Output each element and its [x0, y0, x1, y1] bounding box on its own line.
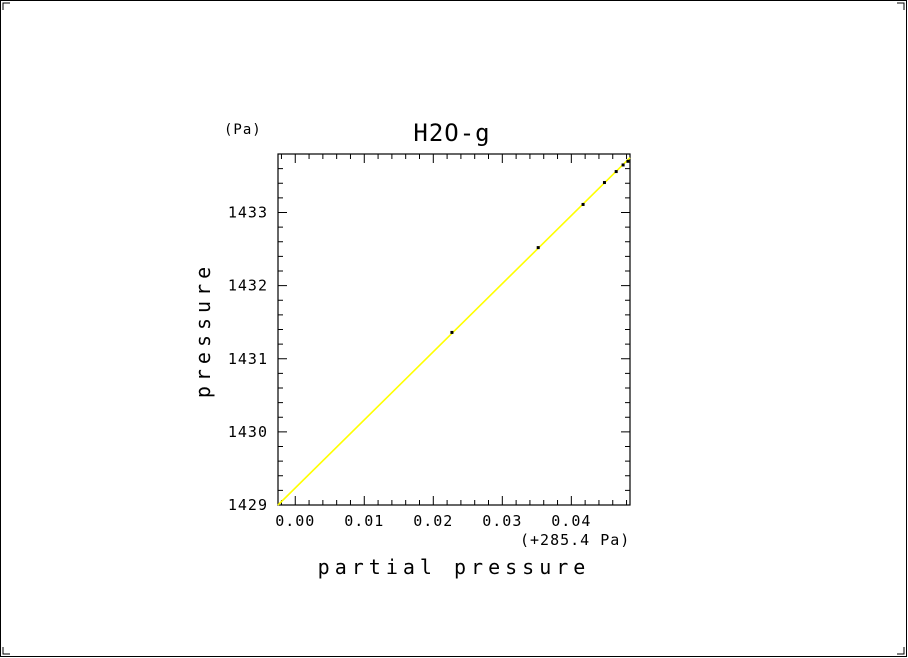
y-axis-label: pressure: [191, 262, 215, 398]
x-tick-label: 0.00: [275, 512, 315, 530]
data-point: [602, 181, 606, 185]
data-points: [450, 159, 630, 334]
data-point: [621, 163, 625, 167]
y-tick-label: 1429: [228, 496, 268, 514]
y-tick-labels: 1429 1430 1431 1432 1433: [228, 204, 268, 515]
x-axis-label: partial pressure: [318, 555, 591, 579]
data-point: [581, 202, 585, 206]
x-tick-labels: 0.00 0.01 0.02 0.03 0.04: [275, 512, 591, 530]
y-tick-label: 1431: [228, 350, 268, 368]
y-tick-label: 1432: [228, 277, 268, 295]
data-point: [614, 170, 618, 174]
x-tick-label: 0.03: [482, 512, 522, 530]
x-offset-label: (+285.4 Pa): [520, 531, 630, 549]
x-tick-label: 0.01: [344, 512, 384, 530]
y-unit-label: (Pa): [224, 122, 262, 138]
chart-title: H2O-g: [413, 119, 490, 147]
y-tick-label: 1433: [228, 204, 268, 222]
corner-mark-bottom-right: [897, 647, 905, 655]
axis-ticks: [278, 153, 630, 506]
data-point: [450, 330, 454, 334]
x-tick-label: 0.02: [413, 512, 453, 530]
x-tick-label: 0.04: [551, 512, 591, 530]
corner-mark-bottom-left: [2, 647, 10, 655]
corner-mark-top-left: [2, 2, 10, 10]
y-tick-label: 1430: [228, 423, 268, 441]
fit-line: [277, 157, 631, 506]
data-point: [536, 246, 540, 250]
corner-mark-top-right: [897, 2, 905, 10]
data-point: [626, 159, 630, 163]
